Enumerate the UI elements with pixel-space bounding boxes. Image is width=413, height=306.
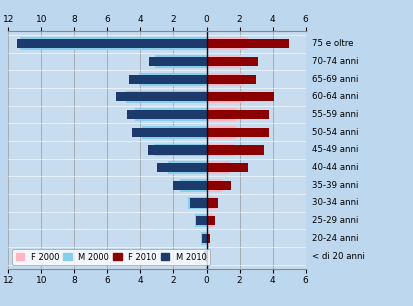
Bar xyxy=(135,108,206,121)
Bar xyxy=(206,75,256,84)
Legend: F 2000, M 2000, F 2010, M 2010: F 2000, M 2000, F 2010, M 2010 xyxy=(12,249,210,265)
Bar xyxy=(154,144,206,156)
Bar xyxy=(206,55,241,68)
Bar xyxy=(129,75,206,84)
Bar xyxy=(173,181,206,190)
Bar xyxy=(206,181,231,190)
Text: 55-59 anni: 55-59 anni xyxy=(312,110,358,119)
Bar xyxy=(142,126,206,139)
Bar xyxy=(204,250,206,262)
Bar xyxy=(149,57,206,66)
Text: 35-39 anni: 35-39 anni xyxy=(312,181,358,190)
Bar xyxy=(206,145,264,155)
Text: 65-69 anni: 65-69 anni xyxy=(312,75,358,84)
Text: 60-64 anni: 60-64 anni xyxy=(312,92,358,101)
Bar xyxy=(206,161,230,174)
Bar xyxy=(206,234,210,243)
Bar xyxy=(206,163,248,172)
Bar xyxy=(116,92,206,102)
Bar xyxy=(201,232,206,245)
Text: 70-74 anni: 70-74 anni xyxy=(312,57,358,66)
Bar xyxy=(157,163,206,172)
Bar xyxy=(206,198,218,207)
Bar xyxy=(206,216,215,225)
Bar xyxy=(139,73,206,86)
Bar xyxy=(204,252,206,261)
Bar xyxy=(180,179,206,192)
Bar xyxy=(206,179,223,192)
Bar xyxy=(206,214,213,227)
Bar xyxy=(206,108,237,121)
Text: < di 20 anni: < di 20 anni xyxy=(312,252,365,260)
Bar xyxy=(202,234,206,243)
Bar xyxy=(206,197,217,209)
Bar xyxy=(155,55,206,68)
Bar xyxy=(168,161,206,174)
Bar xyxy=(206,57,258,66)
Bar xyxy=(188,197,206,209)
Text: 75 e oltre: 75 e oltre xyxy=(312,39,353,48)
Bar xyxy=(127,110,206,119)
Bar xyxy=(206,91,244,103)
Bar xyxy=(206,128,269,137)
Bar xyxy=(148,145,206,155)
Bar xyxy=(206,250,207,262)
Bar xyxy=(17,39,207,48)
Bar xyxy=(206,73,244,86)
Text: 20-24 anni: 20-24 anni xyxy=(312,234,358,243)
Bar xyxy=(206,38,248,50)
Bar xyxy=(195,214,206,227)
Bar xyxy=(20,38,207,50)
Bar xyxy=(196,216,206,225)
Text: 50-54 anni: 50-54 anni xyxy=(312,128,358,137)
Bar xyxy=(206,92,274,102)
Bar xyxy=(132,128,206,137)
Text: 25-29 anni: 25-29 anni xyxy=(312,216,358,225)
Bar xyxy=(190,198,206,207)
Bar xyxy=(206,252,207,261)
Bar xyxy=(206,232,209,245)
Bar xyxy=(206,126,236,139)
Text: 40-44 anni: 40-44 anni xyxy=(312,163,358,172)
Bar xyxy=(206,110,269,119)
Text: 30-34 anni: 30-34 anni xyxy=(312,199,358,207)
Bar xyxy=(126,91,206,103)
Bar xyxy=(206,144,234,156)
Bar xyxy=(206,39,289,48)
Text: 45-49 anni: 45-49 anni xyxy=(312,145,358,155)
